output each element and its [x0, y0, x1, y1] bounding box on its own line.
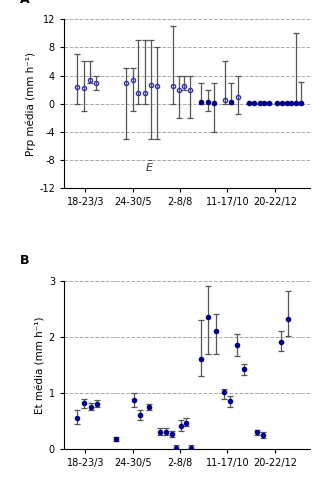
Text: B: B: [20, 254, 29, 267]
Text: $\bar{E}$: $\bar{E}$: [145, 160, 154, 174]
Y-axis label: Et média (mm h⁻¹): Et média (mm h⁻¹): [36, 316, 46, 413]
Y-axis label: Prp média (mm h⁻¹): Prp média (mm h⁻¹): [26, 52, 36, 156]
Text: A: A: [20, 0, 29, 6]
